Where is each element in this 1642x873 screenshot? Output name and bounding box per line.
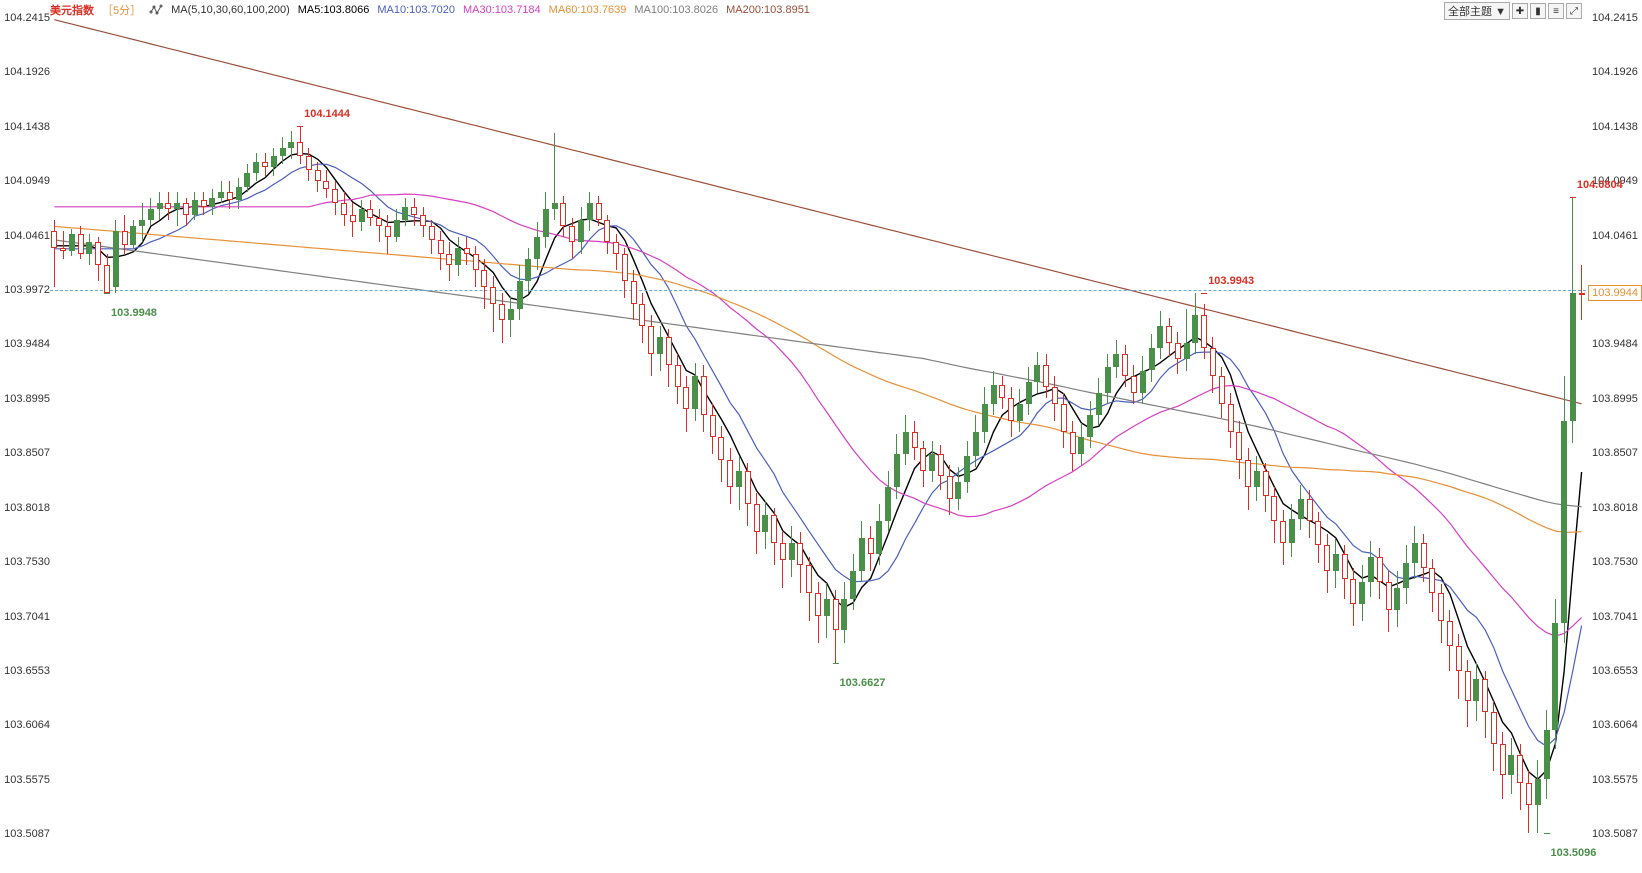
annotation-tick bbox=[1201, 293, 1207, 294]
ytick-label: 104.0949 bbox=[2, 175, 50, 187]
current-price-box: 103.9944 bbox=[1588, 285, 1642, 301]
annotation-tick bbox=[1570, 197, 1576, 198]
ytick-label: 103.8995 bbox=[2, 393, 50, 405]
ytick-label: 103.5575 bbox=[1592, 774, 1640, 786]
ytick-label: 104.2415 bbox=[1592, 12, 1640, 24]
price-annotation: 103.9943 bbox=[1208, 275, 1254, 287]
ma30-label: MA30:103.7184 bbox=[463, 4, 541, 16]
ytick-label: 103.6064 bbox=[1592, 719, 1640, 731]
ytick-label: 104.0461 bbox=[2, 230, 50, 242]
ytick-label: 103.8507 bbox=[1592, 447, 1640, 459]
ytick-label: 103.8018 bbox=[1592, 502, 1640, 514]
ma200-line bbox=[54, 20, 1581, 404]
ma10-label: MA10:103.7020 bbox=[377, 4, 455, 16]
ytick-label: 103.9972 bbox=[2, 284, 50, 296]
ytick-label: 103.7530 bbox=[2, 556, 50, 568]
ytick-label: 104.1926 bbox=[1592, 66, 1640, 78]
ma5-label: MA5:103.8066 bbox=[298, 4, 370, 16]
ytick-label: 103.7041 bbox=[1592, 611, 1640, 623]
price-annotation: 104.0804 bbox=[1577, 179, 1623, 191]
ytick-label: 103.5087 bbox=[2, 828, 50, 840]
ytick-label: 103.6553 bbox=[2, 665, 50, 677]
annotation-tick bbox=[104, 293, 110, 294]
ytick-label: 103.7530 bbox=[1592, 556, 1640, 568]
ytick-label: 103.6064 bbox=[2, 719, 50, 731]
ytick-label: 104.0461 bbox=[1592, 230, 1640, 242]
ytick-label: 104.1438 bbox=[2, 121, 50, 133]
expand-icon[interactable]: ⤢ bbox=[1566, 3, 1582, 19]
indicator-settings-icon[interactable] bbox=[149, 3, 163, 17]
ytick-label: 103.8507 bbox=[2, 447, 50, 459]
ytick-label: 104.2415 bbox=[2, 12, 50, 24]
price-annotation: 103.9948 bbox=[111, 307, 157, 319]
ma100-line bbox=[54, 240, 1581, 507]
ma100-label: MA100:103.8026 bbox=[634, 4, 718, 16]
ytick-label: 103.5575 bbox=[2, 774, 50, 786]
ytick-label: 104.1438 bbox=[1592, 121, 1640, 133]
ma200-label: MA200:103.8951 bbox=[726, 4, 810, 16]
candlestick-icon[interactable]: ▮ bbox=[1530, 3, 1546, 19]
ytick-label: 103.7041 bbox=[2, 611, 50, 623]
ytick-label: 103.8995 bbox=[1592, 393, 1640, 405]
ytick-label: 103.9484 bbox=[2, 338, 50, 350]
annotation-tick bbox=[1544, 833, 1550, 834]
price-annotation: 103.6627 bbox=[840, 677, 886, 689]
ma60-line bbox=[54, 226, 1581, 532]
ytick-label: 103.9484 bbox=[1592, 338, 1640, 350]
chart-plot-area[interactable]: 103.9944104.1444103.9948103.6627103.9943… bbox=[50, 18, 1586, 855]
indicator-icon[interactable]: ≡ bbox=[1548, 3, 1564, 19]
symbol-name: 美元指数 bbox=[50, 2, 94, 18]
ma-lines-layer bbox=[50, 18, 1586, 855]
ytick-label: 103.5087 bbox=[1592, 828, 1640, 840]
ytick-label: 103.8018 bbox=[2, 502, 50, 514]
price-annotation: 103.5096 bbox=[1551, 847, 1597, 859]
ytick-label: 104.1926 bbox=[2, 66, 50, 78]
y-axis-left: 104.2415 104.1926 104.1438 104.0949 104.0461… bbox=[2, 0, 50, 873]
ytick-label: 103.6553 bbox=[1592, 665, 1640, 677]
ma5-line bbox=[54, 154, 1581, 780]
ma60-label: MA60:103.7639 bbox=[549, 4, 627, 16]
price-annotation: 104.1444 bbox=[304, 108, 350, 120]
current-price-line bbox=[50, 290, 1586, 291]
annotation-tick bbox=[297, 126, 303, 127]
y-axis-right: 104.2415104.1926104.1438104.0949104.0461… bbox=[1592, 0, 1640, 873]
ma10-line bbox=[54, 164, 1581, 746]
crosshair-icon[interactable]: ✚ bbox=[1512, 3, 1528, 19]
annotation-tick bbox=[833, 663, 839, 664]
timeframe-label: ［5分］ bbox=[102, 2, 141, 18]
indicator-name: MA(5,10,30,60,100,200) bbox=[171, 4, 290, 16]
chart-header: 美元指数 ［5分］ MA(5,10,30,60,100,200) MA5:103… bbox=[0, 2, 1642, 18]
